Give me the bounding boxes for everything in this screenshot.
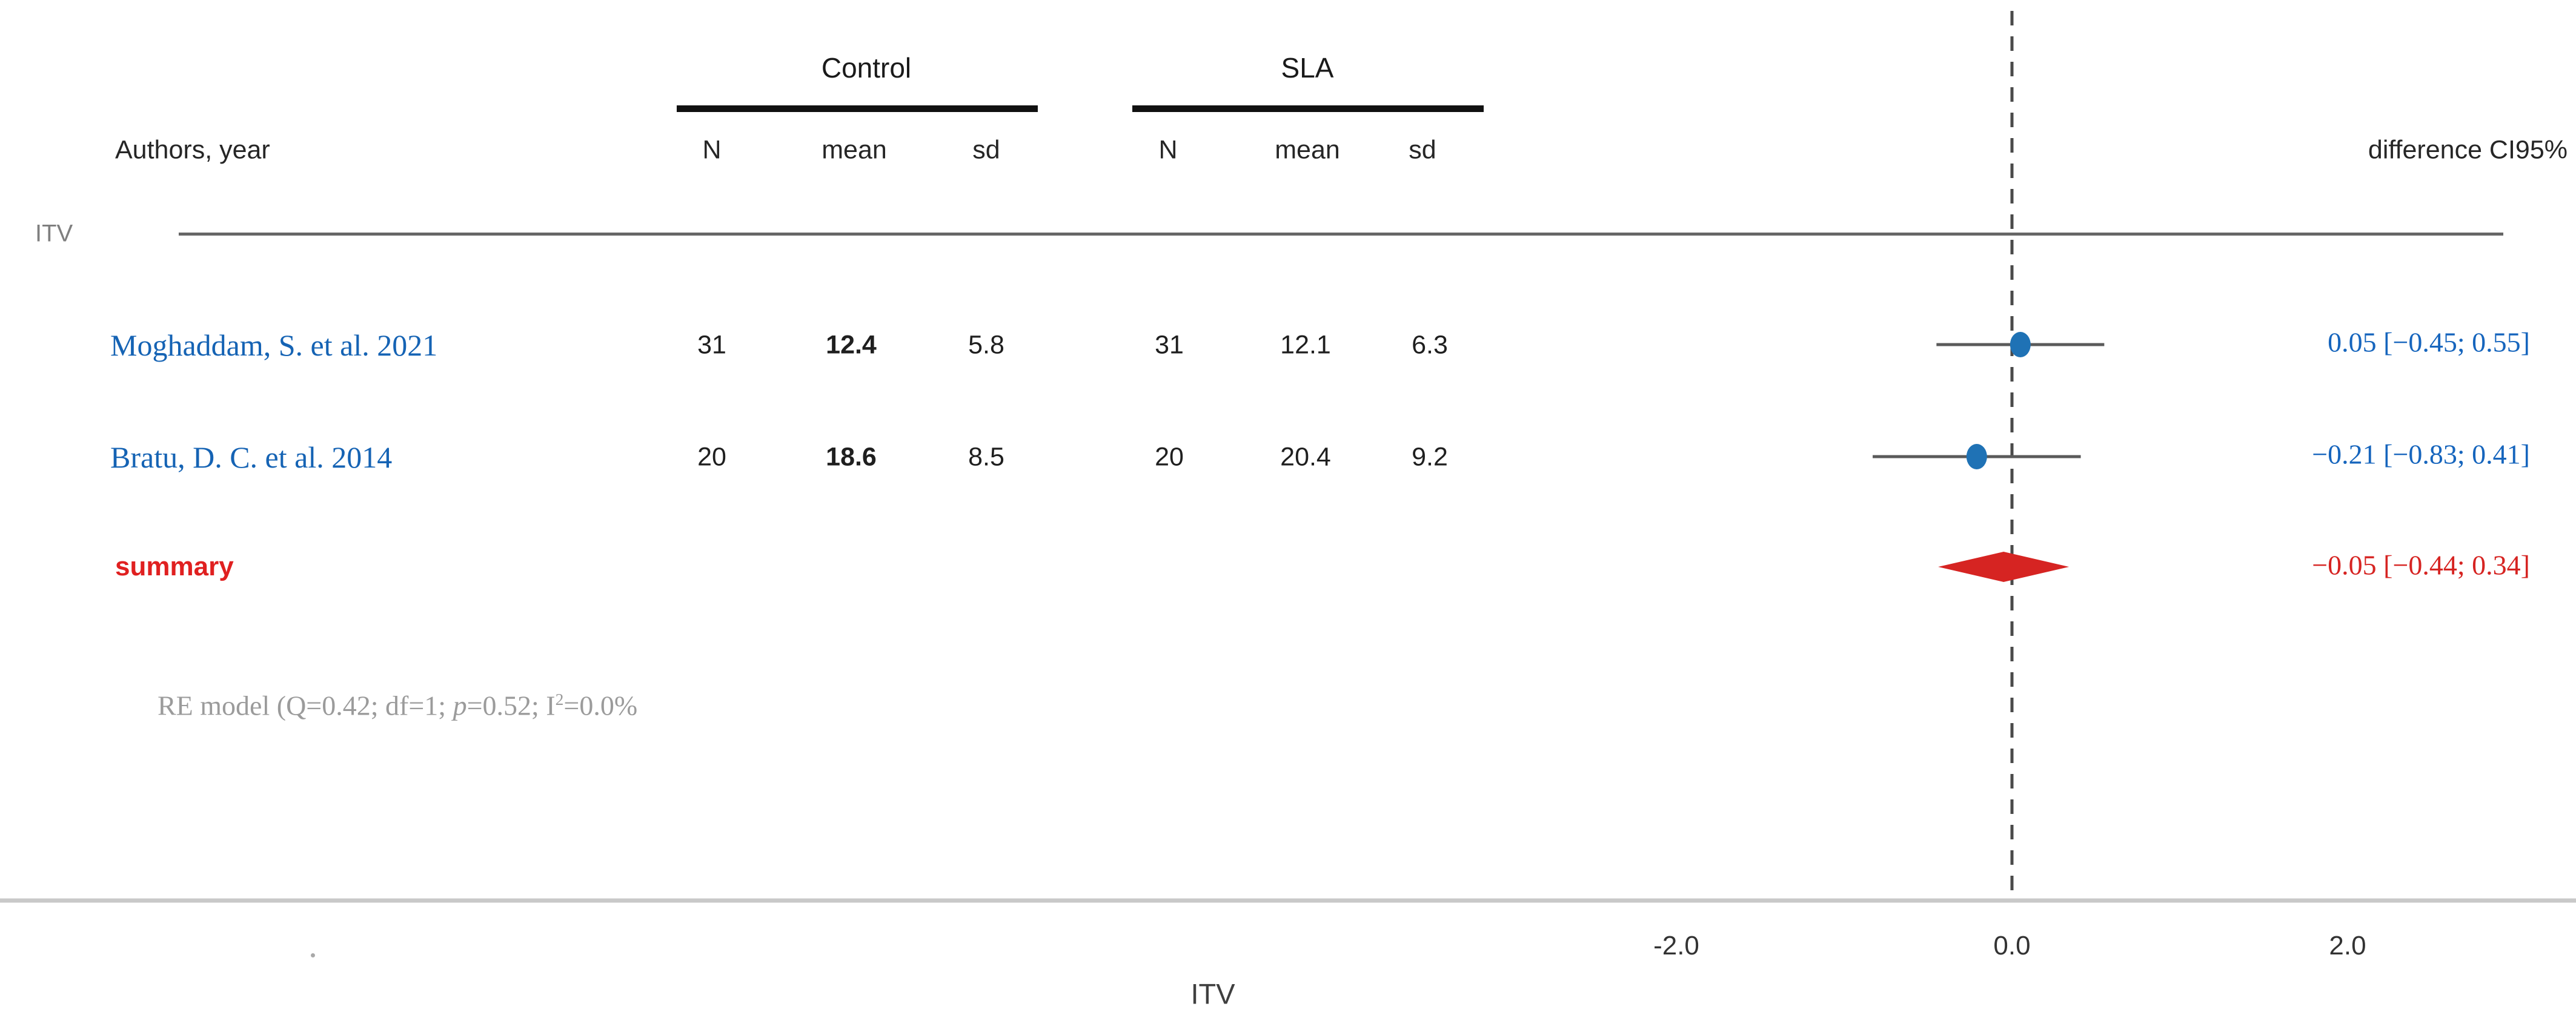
control-n-value: 20 (697, 442, 726, 472)
study-label: Bratu, D. C. et al. 2014 (110, 440, 393, 474)
summary-ci-value: −0.05 [−0.44; 0.34] (2312, 549, 2530, 581)
control-group-header: Control (821, 52, 912, 84)
study-label: Moghaddam, S. et al. 2021 (110, 328, 438, 362)
control-n-value: 31 (697, 330, 726, 360)
sla-mean-column-header: mean (1275, 135, 1340, 165)
difference-ci-value: −0.21 [−0.83; 0.41] (2312, 438, 2530, 470)
control-group-underline (677, 105, 1038, 112)
sla-group-header: SLA (1281, 52, 1334, 84)
control-n-column-header: N (702, 135, 722, 165)
footnote-part3: =0.0% (563, 690, 638, 721)
sla-sd-value: 6.3 (1412, 330, 1448, 360)
study-point-estimate-marker (1966, 444, 1987, 469)
sla-sd-value: 9.2 (1412, 442, 1448, 472)
sla-group-underline (1132, 105, 1484, 112)
x-axis-title: ITV (1190, 977, 1235, 1010)
x-tick-label: 2.0 (2329, 931, 2366, 960)
summary-label: summary (115, 552, 234, 581)
x-tick-label: -2.0 (1653, 931, 1699, 960)
control-mean-value: 12.4 (826, 330, 877, 360)
sla-n-column-header: N (1158, 135, 1178, 165)
control-sd-value: 5.8 (968, 330, 1004, 360)
difference-column-header: difference CI95% (2368, 135, 2568, 165)
footnote-part2: =0.52; I (466, 690, 556, 721)
sla-mean-value: 12.1 (1280, 330, 1331, 360)
difference-ci-value: 0.05 [−0.45; 0.55] (2328, 326, 2530, 358)
control-sd-column-header: sd (972, 135, 1000, 165)
summary-diamond (1938, 552, 2070, 582)
sla-sd-column-header: sd (1409, 135, 1436, 165)
itv-section-label: ITV (35, 220, 73, 247)
authors-year-column-header: Authors, year (115, 135, 270, 165)
re-model-footnote: RE model (Q=0.42; df=1; p=0.52; I2=0.0% (158, 690, 637, 722)
header-separator-rule (179, 233, 2503, 236)
sla-n-value: 31 (1155, 330, 1184, 360)
footnote-p-italic: p (453, 690, 467, 721)
sla-mean-value: 20.4 (1280, 442, 1331, 472)
control-mean-value: 18.6 (826, 442, 877, 472)
stray-dot (311, 953, 315, 957)
footnote-part1: RE model (Q=0.42; df=1; (158, 690, 453, 721)
sla-n-value: 20 (1155, 442, 1184, 472)
control-mean-column-header: mean (822, 135, 887, 165)
footnote-superscript: 2 (555, 690, 564, 709)
x-tick-label: 0.0 (1993, 931, 2031, 960)
study-point-estimate-marker (2010, 332, 2031, 357)
control-sd-value: 8.5 (968, 442, 1004, 472)
